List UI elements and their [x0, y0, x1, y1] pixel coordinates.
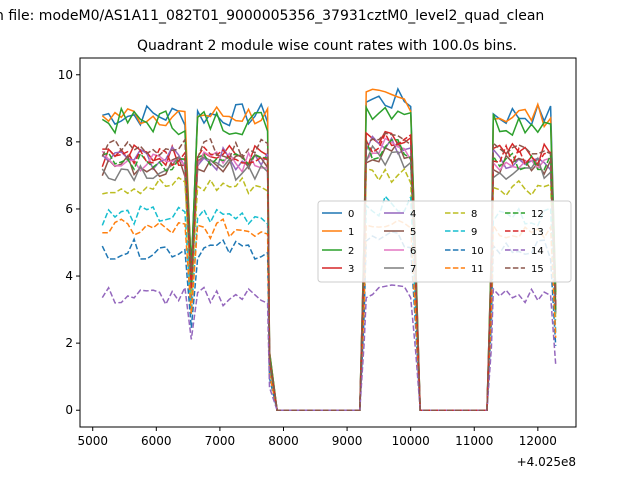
legend-label-4: 4 [410, 209, 416, 220]
x-axis: 5000 6000 7000 8000 9000 10000 11000 12000 [77, 427, 557, 448]
y-tick-label: 0 [65, 403, 73, 417]
series-line-14 [101, 284, 557, 411]
legend-label-0: 0 [348, 209, 354, 220]
series-line-15 [101, 132, 557, 411]
legend-label-15: 15 [531, 264, 544, 275]
legend-label-11: 11 [471, 264, 484, 275]
legend-label-13: 13 [531, 227, 544, 238]
legend-label-8: 8 [471, 209, 477, 220]
x-tick-label: 6000 [141, 434, 172, 448]
legend-label-12: 12 [531, 209, 544, 220]
x-tick-label: 12000 [519, 434, 557, 448]
x-tick-label: 11000 [455, 434, 493, 448]
x-tick-label: 7000 [205, 434, 236, 448]
y-tick-label: 10 [58, 68, 73, 82]
legend-label-2: 2 [348, 246, 354, 257]
x-tick-label: 9000 [332, 434, 363, 448]
legend-label-10: 10 [471, 246, 484, 257]
y-tick-label: 8 [65, 135, 73, 149]
x-tick-label: 10000 [392, 434, 430, 448]
x-tick-label: 8000 [268, 434, 299, 448]
y-tick-label: 2 [65, 336, 73, 350]
x-tick-label: 5000 [77, 434, 108, 448]
legend-label-1: 1 [348, 227, 354, 238]
figure-suptitle: n file: modeM0/AS1A11_082T01_9000005356_… [0, 8, 544, 24]
y-tick-label: 6 [65, 202, 73, 216]
legend-label-5: 5 [410, 227, 416, 238]
chart-title: Quadrant 2 module wise count rates with … [137, 38, 517, 54]
legend-label-9: 9 [471, 227, 477, 238]
legend-label-6: 6 [410, 246, 416, 257]
legend-label-3: 3 [348, 264, 354, 275]
series-layer [101, 86, 557, 411]
x-offset-label: +4.025e8 [517, 455, 576, 469]
legend-label-7: 7 [410, 264, 416, 275]
y-tick-label: 4 [65, 269, 73, 283]
legend-label-14: 14 [531, 246, 544, 257]
plot-frame [79, 57, 577, 428]
legend-box [317, 200, 572, 283]
y-axis: 0 2 4 6 8 10 [58, 68, 80, 417]
